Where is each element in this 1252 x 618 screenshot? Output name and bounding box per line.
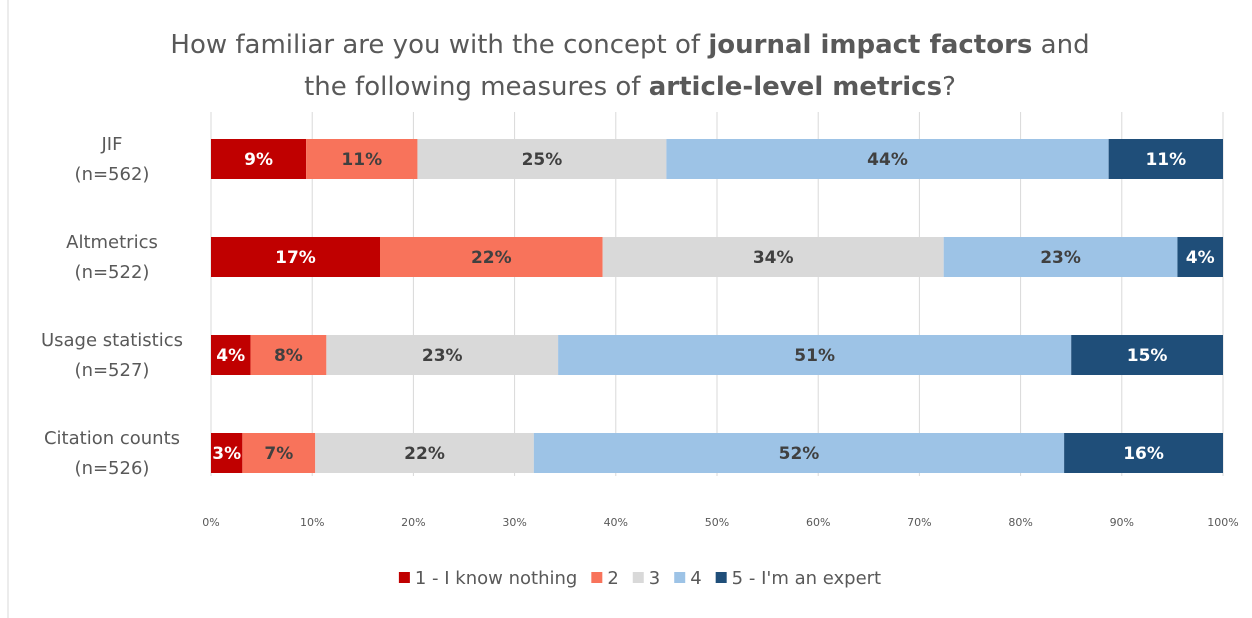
title-part: article-level metrics [649,72,942,102]
legend-swatch [591,572,603,583]
data-label: 34% [753,248,794,268]
category-n-label: (n=522) [75,262,150,283]
x-tick-label: 40% [604,516,628,529]
legend-label: 4 [690,568,701,589]
bar-segment [250,335,327,375]
bar-segment [533,433,1065,473]
data-label: 7% [264,444,293,464]
legend-swatch [632,572,644,583]
category-label: Altmetrics [66,232,158,253]
title-part: the following measures of [304,72,649,102]
x-tick-label: 50% [705,516,729,529]
x-tick-label: 20% [401,516,425,529]
bar-segment [1071,335,1223,375]
x-tick-label: 90% [1110,516,1134,529]
bar-segment [666,139,1109,179]
data-label: 22% [404,444,445,464]
bar-segment [417,139,667,179]
x-tick-label: 0% [202,516,219,529]
data-label: 22% [471,248,512,268]
title-part: How familiar are you with the concept of [170,30,708,60]
category-label: JIF [101,134,123,155]
data-label: 9% [244,150,273,170]
category-label: Citation counts [44,428,180,449]
x-tick-label: 30% [502,516,526,529]
data-label: 3% [212,444,241,464]
legend-label: 5 - I'm an expert [732,568,881,589]
category-n-label: (n=562) [75,164,150,185]
category-n-label: (n=527) [75,360,150,381]
bar-segment [1177,237,1223,277]
data-label: 52% [779,444,820,464]
legend-swatch [398,572,410,583]
bar-segment [306,139,418,179]
title-part: journal impact factors [707,30,1032,60]
data-label: 8% [274,346,303,366]
bar-segment [315,433,534,473]
data-label: 4% [1186,248,1215,268]
legend-label: 1 - I know nothing [415,568,577,589]
data-label: 51% [794,346,835,366]
bar-segment [211,433,243,473]
title-part: and [1032,30,1089,60]
bar-segment [558,335,1072,375]
data-label: 25% [522,150,563,170]
data-label: 23% [1040,248,1081,268]
category-label: Usage statistics [41,330,183,351]
data-label: 15% [1127,346,1168,366]
bar-segment [602,237,944,277]
data-label: 11% [1145,150,1186,170]
chart-title-line: How familiar are you with the concept of… [170,30,1089,60]
data-label: 11% [341,150,382,170]
data-label: 4% [216,346,245,366]
x-tick-label: 100% [1207,516,1238,529]
x-tick-label: 70% [907,516,931,529]
legend: 1 - I know nothing 2 3 4 5 - I'm an expert [398,568,881,589]
x-tick-label: 60% [806,516,830,529]
chart-title-line: the following measures of article-level … [304,72,956,102]
bar-segment [211,139,307,179]
bar-segment [211,237,381,277]
data-label: 23% [422,346,463,366]
legend-label: 3 [649,568,660,589]
data-label: 44% [867,150,908,170]
bar-segment [1064,433,1223,473]
data-label: 16% [1123,444,1164,464]
bar-segment [211,335,251,375]
x-tick-label: 10% [300,516,324,529]
legend-swatch [715,572,727,583]
category-n-label: (n=526) [75,458,150,479]
bar-segment [242,433,316,473]
data-label: 17% [275,248,316,268]
title-part: ? [942,72,956,102]
x-tick-label: 80% [1008,516,1032,529]
legend-label: 2 [607,568,618,589]
bar-segment [1108,139,1223,179]
bar-segment [326,335,559,375]
bar-segment [943,237,1178,277]
legend-swatch [674,572,686,583]
bar-segment [380,237,603,277]
